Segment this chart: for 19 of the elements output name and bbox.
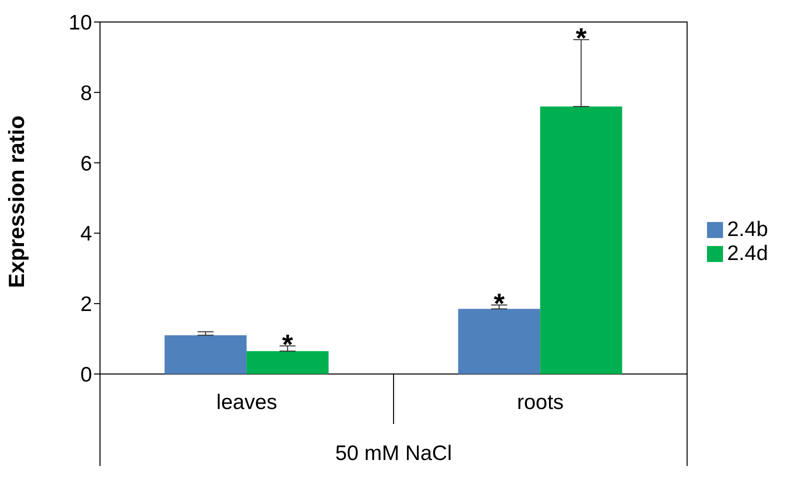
- y-tick-label: 6: [80, 152, 92, 176]
- legend-label: 2.4b: [727, 218, 768, 241]
- legend-label: 2.4d: [727, 242, 768, 265]
- bar: [246, 351, 329, 374]
- bar: [458, 308, 540, 374]
- x-tick-label: roots: [517, 390, 564, 414]
- bar: [164, 335, 247, 374]
- x-tick-label: leaves: [216, 390, 278, 414]
- y-tick-label: 4: [80, 222, 92, 246]
- data-label: *: [282, 328, 294, 360]
- y-tick-label: 0: [80, 363, 92, 386]
- y-axis-title: Expression ratio: [4, 116, 29, 288]
- y-tick-label: 2: [80, 293, 92, 316]
- x-axis-title: 50 mM NaCl: [335, 442, 452, 465]
- bar: [540, 106, 622, 374]
- y-tick-label: 8: [80, 82, 92, 105]
- data-label: *: [494, 288, 505, 320]
- y-tick-label: 10: [68, 11, 92, 34]
- data-label: *: [576, 22, 587, 54]
